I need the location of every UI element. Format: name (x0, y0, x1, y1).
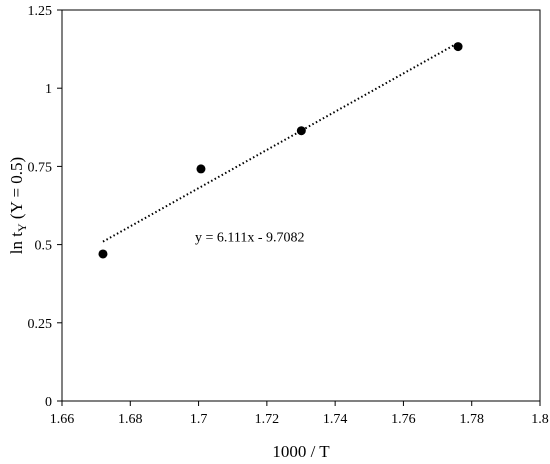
x-tick-label: 1.8 (531, 412, 549, 427)
trendline (102, 41, 459, 243)
x-tick-label: 1.76 (391, 412, 416, 427)
x-tick-label: 1.7 (190, 412, 208, 427)
y-tick-label: 0.25 (28, 317, 53, 332)
y-axis-title: ln tY (Y = 0.5) (7, 157, 29, 254)
data-point (296, 126, 306, 136)
y-axis-title-tail: (Y = 0.5) (7, 157, 26, 224)
data-point (453, 42, 463, 52)
y-tick-label: 0.5 (35, 239, 53, 254)
data-point (98, 249, 108, 259)
data-point (196, 164, 206, 174)
y-tick-label: 1.25 (28, 4, 53, 19)
y-axis-title-main: ln t (7, 232, 26, 254)
data-points (98, 42, 463, 259)
trendline-group (102, 41, 459, 243)
y-axis-title-subscript: Y (15, 223, 29, 232)
x-axis-title: 1000 / T (272, 442, 330, 461)
y-tick-label: 0.75 (28, 160, 53, 175)
x-tick-label: 1.68 (118, 412, 143, 427)
y-tick-label: 0 (45, 395, 52, 410)
y-axis-ticks: 0 0.25 0.5 0.75 1 1.25 (28, 4, 62, 410)
plot-frame (61, 9, 541, 402)
x-tick-label: 1.72 (255, 412, 280, 427)
y-tick-label: 1 (45, 82, 52, 97)
x-tick-label: 1.78 (459, 412, 484, 427)
x-tick-label: 1.66 (50, 412, 75, 427)
x-tick-label: 1.74 (323, 412, 348, 427)
x-axis-ticks: 1.66 1.68 1.7 1.72 1.74 1.76 1.78 1.8 (50, 401, 549, 427)
trendline-equation: y = 6.111x - 9.7082 (195, 230, 305, 245)
